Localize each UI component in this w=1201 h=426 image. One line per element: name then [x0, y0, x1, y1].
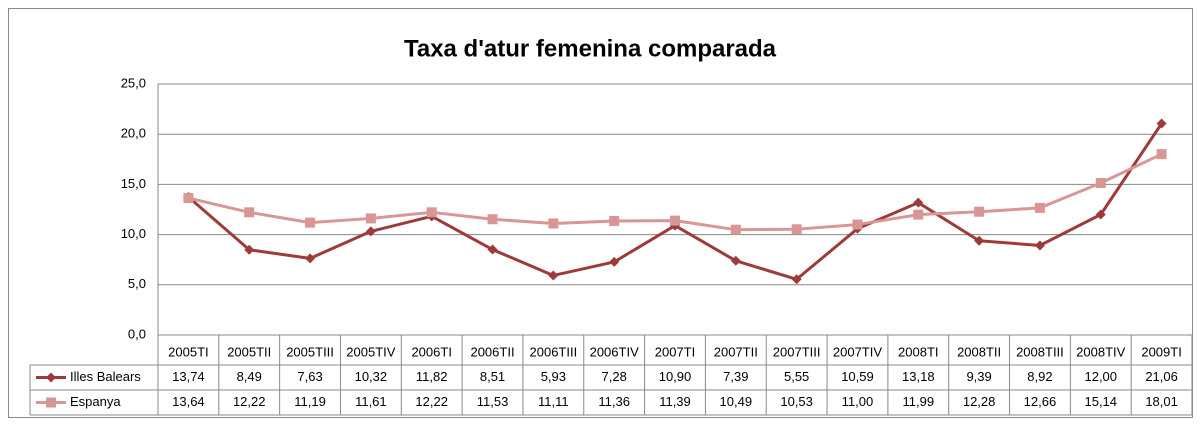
table-value: 5,55: [784, 369, 809, 384]
y-tick-label: 15,0: [121, 176, 146, 191]
table-value: 8,49: [237, 369, 262, 384]
table-value: 12,00: [1084, 369, 1117, 384]
x-tick-label: 2005TII: [227, 344, 271, 359]
chart-title: Taxa d'atur femenina comparada: [404, 35, 777, 62]
marker: [1095, 177, 1106, 188]
x-tick-label: 2007TIII: [773, 344, 821, 359]
table-value: 12,22: [415, 394, 448, 409]
y-tick-label: 0,0: [128, 326, 146, 341]
x-tick-label: 2006TII: [470, 344, 514, 359]
table-value: 10,90: [659, 369, 692, 384]
marker: [913, 209, 924, 220]
y-tick-label: 10,0: [121, 226, 146, 241]
table-value: 7,39: [723, 369, 748, 384]
table-value: 11,19: [294, 394, 326, 409]
marker: [548, 270, 559, 281]
y-tick-label: 25,0: [121, 75, 146, 90]
table-value: 8,92: [1027, 369, 1052, 384]
marker: [1034, 240, 1045, 251]
x-tick-label: 2005TI: [168, 344, 208, 359]
legend-label: Illes Balears: [70, 369, 141, 384]
marker: [852, 219, 863, 230]
marker: [487, 214, 498, 225]
x-tick-label: 2008TIV: [1076, 344, 1125, 359]
table-value: 11,99: [903, 394, 935, 409]
table-value: 9,39: [966, 369, 991, 384]
table-value: 10,32: [355, 369, 388, 384]
table-value: 10,59: [841, 369, 874, 384]
table-value: 11,39: [659, 394, 691, 409]
marker: [1156, 118, 1167, 129]
marker: [974, 206, 985, 217]
marker: [670, 215, 680, 226]
marker: [305, 217, 316, 228]
marker: [183, 193, 194, 204]
marker: [305, 253, 316, 264]
marker: [791, 224, 802, 235]
marker: [791, 274, 802, 285]
marker: [609, 256, 620, 267]
table-value: 8,51: [480, 369, 505, 384]
table-value: 12,66: [1024, 394, 1057, 409]
marker: [365, 213, 376, 224]
marker: [244, 244, 255, 255]
x-tick-label: 2005TIV: [346, 344, 395, 359]
table-value: 7,28: [602, 369, 627, 384]
marker: [548, 218, 559, 229]
marker: [974, 235, 985, 246]
table-value: 11,82: [416, 369, 448, 384]
table-value: 11,36: [598, 394, 630, 409]
x-tick-label: 2008TI: [898, 344, 938, 359]
marker: [46, 372, 56, 383]
table-value: 12,22: [233, 394, 266, 409]
marker: [1156, 149, 1167, 160]
table-value: 13,18: [902, 369, 935, 384]
x-tick-label: 2006TI: [411, 344, 451, 359]
x-tick-label: 2006TIII: [530, 344, 578, 359]
marker: [1095, 209, 1106, 220]
x-tick-label: 2008TIII: [1016, 344, 1064, 359]
table-value: 7,63: [297, 369, 322, 384]
x-tick-label: 2007TIV: [833, 344, 882, 359]
marker: [913, 197, 924, 208]
table-value: 11,61: [355, 394, 387, 409]
marker: [365, 226, 376, 237]
x-tick-label: 2008TII: [957, 344, 1001, 359]
marker: [730, 255, 741, 266]
marker: [1034, 202, 1045, 213]
y-tick-label: 5,0: [128, 276, 146, 291]
table-value: 5,93: [541, 369, 566, 384]
marker: [426, 207, 437, 218]
marker: [46, 397, 56, 408]
y-tick-label: 20,0: [121, 126, 146, 141]
table-value: 13,74: [172, 369, 205, 384]
marker: [609, 215, 620, 226]
table-value: 10,49: [720, 394, 753, 409]
legend-label: Espanya: [70, 394, 121, 409]
x-tick-label: 2005TIII: [286, 344, 334, 359]
x-tick-label: 2007TI: [655, 344, 695, 359]
table-value: 21,06: [1145, 369, 1178, 384]
x-tick-label: 2006TIV: [590, 344, 639, 359]
x-tick-label: 2009TI: [1141, 344, 1181, 359]
table-value: 11,00: [842, 394, 874, 409]
table-value: 13,64: [172, 394, 205, 409]
table-value: 10,53: [780, 394, 813, 409]
table-value: 15,14: [1084, 394, 1117, 409]
table-value: 11,53: [477, 394, 509, 409]
table-value: 12,28: [963, 394, 996, 409]
marker: [730, 224, 741, 235]
table-value: 11,11: [538, 394, 569, 409]
marker: [487, 244, 498, 255]
marker: [244, 207, 255, 218]
x-tick-label: 2007TII: [714, 344, 758, 359]
table-value: 18,01: [1145, 394, 1178, 409]
